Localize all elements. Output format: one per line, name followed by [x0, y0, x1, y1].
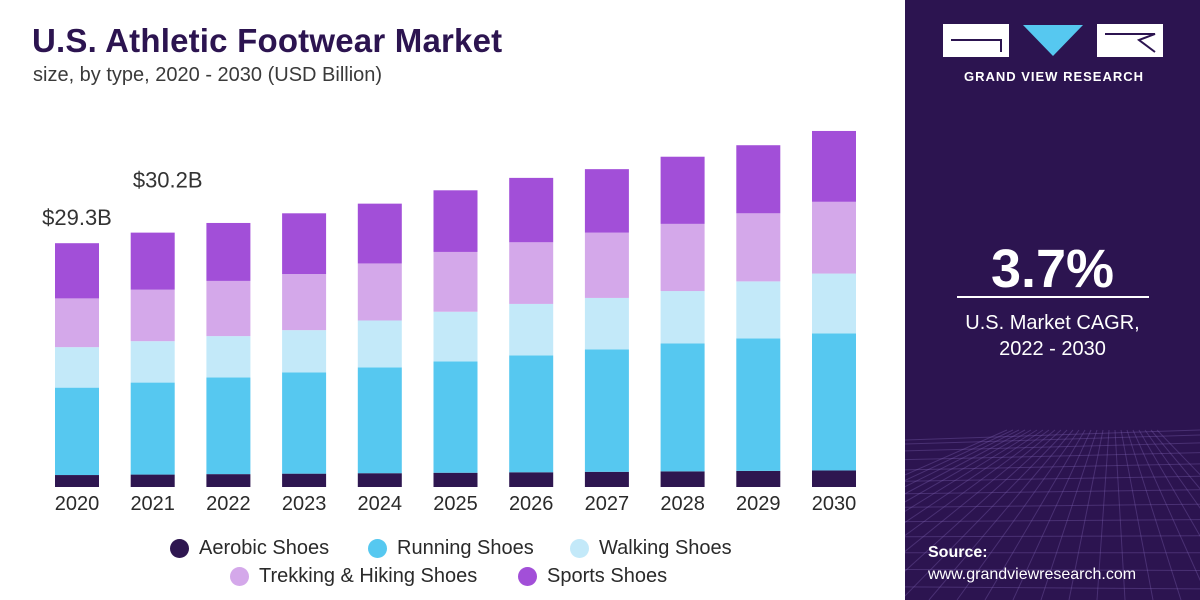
cagr-value: 3.7%	[990, 239, 1115, 299]
bar-2022-walking-shoes	[206, 336, 251, 378]
bar-2025-walking-shoes	[433, 311, 478, 362]
bar-2024-aerobic-shoes	[357, 473, 402, 487]
bar-2022-sports-shoes	[206, 222, 251, 281]
legend-swatch	[230, 567, 249, 586]
legend-label: Trekking & Hiking Shoes	[259, 565, 478, 587]
bar-2026-sports-shoes	[509, 177, 554, 243]
bar-2020-walking-shoes	[55, 347, 99, 388]
bar-2029-aerobic-shoes	[736, 470, 781, 487]
decorative-grid	[905, 429, 1200, 600]
bar-2029-walking-shoes	[736, 281, 781, 339]
cagr-label: U.S. Market CAGR, 2022 - 2030	[905, 310, 1200, 362]
x-tick-label: 2021	[130, 493, 175, 515]
bar-2026-trekking-hiking-shoes	[509, 242, 554, 304]
legend-item: Aerobic Shoes	[170, 537, 329, 560]
bar-2024-trekking-hiking-shoes	[357, 263, 402, 321]
bar-2023-walking-shoes	[282, 330, 327, 373]
x-tick-label: 2023	[282, 493, 327, 515]
legend-label: Sports Shoes	[547, 565, 668, 587]
bar-2023-sports-shoes	[282, 213, 327, 275]
chart-legend: Aerobic Shoes Running Shoes Walking Shoes T…	[0, 530, 905, 600]
legend-swatch	[170, 539, 189, 558]
x-tick-label: 2028	[660, 493, 705, 515]
bar-2030-running-shoes	[812, 333, 856, 471]
x-tick-label: 2026	[509, 493, 554, 515]
bar-2028-sports-shoes	[660, 156, 705, 224]
source-url[interactable]: www.grandviewresearch.com	[928, 566, 1137, 583]
chart-area: U.S. Athletic Footwear Market size, by t…	[0, 22, 905, 600]
bar-2024-running-shoes	[357, 367, 402, 474]
x-tick-label: 2029	[736, 493, 781, 515]
legend-swatch	[570, 539, 589, 558]
bar-2021-trekking-hiking-shoes	[130, 289, 175, 342]
bar-2025-aerobic-shoes	[433, 472, 478, 487]
legend-swatch	[518, 567, 537, 586]
x-tick-label: 2027	[585, 493, 630, 515]
bar-2021-walking-shoes	[130, 341, 175, 383]
bar-2027-running-shoes	[584, 349, 629, 472]
bar-2020-running-shoes	[55, 387, 99, 476]
bar-2026-running-shoes	[509, 355, 554, 473]
bar-2023-running-shoes	[282, 372, 327, 474]
bar-2030-trekking-hiking-shoes	[812, 201, 856, 274]
bar-2026-aerobic-shoes	[509, 472, 554, 487]
bar-2028-walking-shoes	[660, 291, 705, 344]
cagr-label-line2: 2022 - 2030	[999, 338, 1106, 360]
bar-2021-sports-shoes	[130, 232, 175, 290]
bar-2020-trekking-hiking-shoes	[55, 298, 99, 348]
logo-text: GRAND VIEW RESEARCH	[963, 69, 1145, 84]
bar-2029-sports-shoes	[736, 145, 781, 214]
bar-2030-sports-shoes	[812, 130, 856, 202]
bar-2029-running-shoes	[736, 338, 781, 471]
chart-title: U.S. Athletic Footwear Market	[32, 22, 503, 59]
stacked-bar-chart: 2020 2021 2022 2023 2024 2025 2026 2027 2028 2029…	[42, 130, 857, 515]
bar-2029-trekking-hiking-shoes	[736, 213, 781, 282]
bar-2030-walking-shoes	[812, 273, 856, 334]
chart-subtitle: size, by type, 2020 - 2030 (USD Billion)	[33, 64, 383, 86]
legend-label: Walking Shoes	[599, 537, 732, 559]
bar-2020-sports-shoes	[55, 243, 99, 299]
x-tick-label: 2020	[55, 493, 100, 515]
bar-2022-trekking-hiking-shoes	[206, 280, 251, 337]
bar-2027-walking-shoes	[584, 297, 629, 350]
bar-2022-aerobic-shoes	[206, 474, 251, 487]
bar-2024-sports-shoes	[357, 203, 402, 264]
legend-item: Running Shoes	[368, 537, 534, 560]
bar-2021-aerobic-shoes	[130, 474, 175, 487]
x-tick-label: 2022	[206, 493, 251, 515]
bar-2028-running-shoes	[660, 343, 705, 472]
bar-2026-walking-shoes	[509, 303, 554, 356]
bar-2025-running-shoes	[433, 361, 478, 473]
source-label: Source:	[928, 544, 988, 561]
bar-2023-trekking-hiking-shoes	[282, 274, 327, 331]
legend-item: Sports Shoes	[518, 565, 667, 588]
bar-2021-running-shoes	[130, 382, 175, 475]
bar-2027-sports-shoes	[584, 169, 629, 233]
legend-item: Walking Shoes	[570, 537, 732, 560]
x-tick-label: 2024	[358, 493, 403, 515]
bar-2027-trekking-hiking-shoes	[584, 232, 629, 298]
cagr-label-line1: U.S. Market CAGR,	[965, 312, 1140, 334]
bar-2028-aerobic-shoes	[660, 471, 705, 487]
gvr-logo	[943, 24, 1163, 57]
bar-2030-aerobic-shoes	[812, 470, 856, 487]
x-tick-label: 2025	[433, 493, 478, 515]
bar-2020-aerobic-shoes	[55, 475, 99, 487]
data-label: $30.2B	[133, 168, 203, 193]
bar-2023-aerobic-shoes	[282, 473, 327, 487]
bar-2028-trekking-hiking-shoes	[660, 223, 705, 292]
cagr-divider	[957, 296, 1149, 298]
bar-2024-walking-shoes	[357, 320, 402, 368]
x-tick-label: 2030	[812, 493, 857, 515]
data-label: $29.3B	[42, 205, 112, 230]
bar-2022-running-shoes	[206, 377, 251, 475]
legend-label: Aerobic Shoes	[199, 537, 330, 559]
legend-swatch	[368, 539, 387, 558]
legend-item: Trekking & Hiking Shoes	[230, 565, 477, 588]
bar-2025-sports-shoes	[433, 190, 478, 252]
bar-2027-aerobic-shoes	[584, 471, 629, 487]
bar-2025-trekking-hiking-shoes	[433, 251, 478, 312]
legend-label: Running Shoes	[397, 537, 534, 559]
side-panel: GRAND VIEW RESEARCH 3.7% U.S. Market CAG…	[905, 0, 1200, 600]
